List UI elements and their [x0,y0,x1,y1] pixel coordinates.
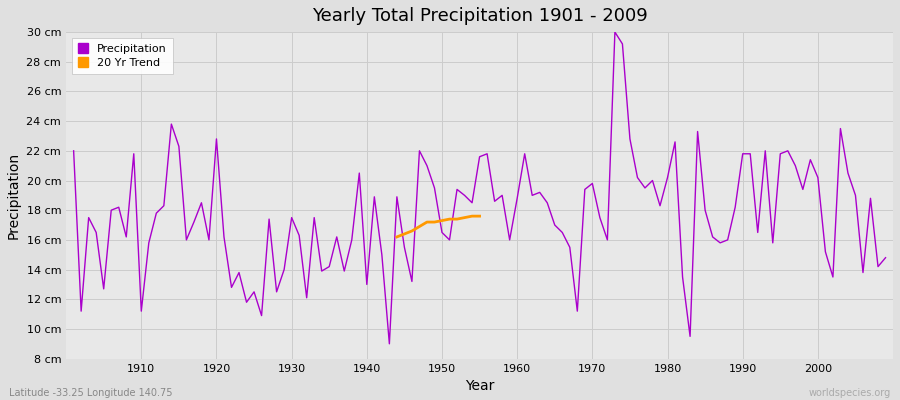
Title: Yearly Total Precipitation 1901 - 2009: Yearly Total Precipitation 1901 - 2009 [311,7,647,25]
Y-axis label: Precipitation: Precipitation [7,152,21,239]
Text: worldspecies.org: worldspecies.org [809,388,891,398]
Text: Latitude -33.25 Longitude 140.75: Latitude -33.25 Longitude 140.75 [9,388,173,398]
X-axis label: Year: Year [465,379,494,393]
Legend: Precipitation, 20 Yr Trend: Precipitation, 20 Yr Trend [72,38,173,74]
